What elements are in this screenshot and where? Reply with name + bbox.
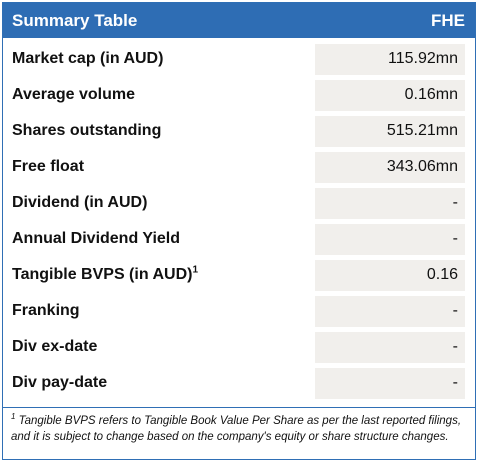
ticker-label: FHE — [431, 10, 465, 30]
row-label: Franking — [12, 302, 80, 319]
table-body: Market cap (in AUD) 115.92mn Average vol… — [3, 38, 475, 401]
table-row: Div ex-date - — [3, 329, 475, 365]
row-value: 0.16mn — [315, 79, 465, 111]
table-row: Div pay-date - — [3, 365, 475, 401]
row-label: Free float — [12, 158, 85, 175]
row-value: 515.21mn — [315, 115, 465, 147]
row-value: - — [315, 295, 465, 327]
summary-table: Summary Table FHE Market cap (in AUD) 11… — [2, 2, 476, 460]
table-row: Franking - — [3, 293, 475, 329]
footnote: 1 Tangible BVPS refers to Tangible Book … — [3, 407, 475, 445]
table-row: Free float 343.06mn — [3, 149, 475, 185]
row-label: Dividend (in AUD) — [12, 194, 148, 211]
row-value: 0.16 — [315, 259, 465, 291]
table-header: Summary Table FHE — [3, 3, 475, 38]
table-row: Dividend (in AUD) - — [3, 185, 475, 221]
table-row: Market cap (in AUD) 115.92mn — [3, 41, 475, 77]
table-row: Annual Dividend Yield - — [3, 221, 475, 257]
row-label: Market cap (in AUD) — [12, 50, 164, 67]
footnote-text: Tangible BVPS refers to Tangible Book Va… — [11, 415, 462, 443]
row-label-text: Tangible BVPS (in AUD) — [12, 266, 193, 283]
table-row: Average volume 0.16mn — [3, 77, 475, 113]
row-label: Div pay-date — [12, 374, 108, 391]
row-label: Average volume — [12, 86, 136, 103]
table-title: Summary Table — [12, 10, 138, 30]
row-label: Annual Dividend Yield — [12, 230, 181, 247]
row-label: Tangible BVPS (in AUD)1 — [3, 264, 312, 284]
row-label: Shares outstanding — [12, 122, 162, 139]
row-label: Div ex-date — [12, 338, 98, 355]
row-value: - — [315, 223, 465, 255]
table-row: Shares outstanding 515.21mn — [3, 113, 475, 149]
row-value: 343.06mn — [315, 151, 465, 183]
footnote-number: 1 — [11, 412, 16, 422]
row-value: 115.92mn — [315, 43, 465, 75]
row-value: - — [315, 367, 465, 399]
row-value: - — [315, 331, 465, 363]
footnote-marker: 1 — [192, 264, 199, 276]
table-row: Tangible BVPS (in AUD)1 0.16 — [3, 257, 475, 293]
row-value: - — [315, 187, 465, 219]
